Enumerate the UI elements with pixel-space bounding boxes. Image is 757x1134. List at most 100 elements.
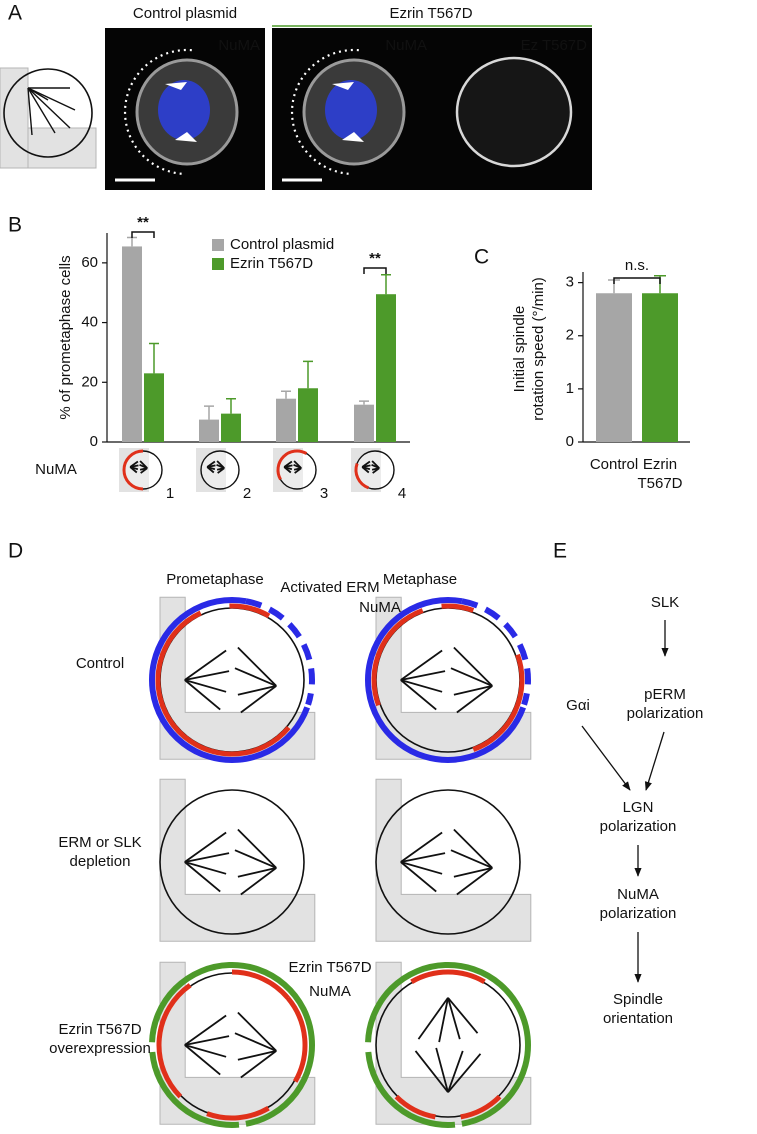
error-bar: [226, 397, 236, 414]
bar: [144, 373, 164, 442]
y-tick-label: 2: [566, 327, 574, 344]
x-tick-label: 3: [320, 485, 328, 502]
microtubule: [234, 1032, 277, 1052]
microtubule: [447, 1050, 464, 1093]
substrate-pattern: [375, 596, 532, 760]
microtubule: [450, 667, 493, 687]
microtubule: [237, 1050, 277, 1061]
microtubule: [400, 670, 446, 681]
microtubule: [453, 828, 493, 869]
cortex-arc: [461, 598, 531, 706]
legend-swatch: [212, 239, 224, 251]
microtubule: [400, 649, 443, 681]
microtubule: [184, 679, 221, 711]
y-tick-label: 3: [566, 274, 574, 291]
text-line: Spindle: [613, 991, 663, 1008]
microtubule: [184, 679, 227, 693]
text-line: Ezrin: [643, 456, 677, 473]
microtubule: [27, 87, 56, 134]
panel-letter: D: [8, 540, 23, 563]
microtubule: [447, 997, 479, 1034]
cell-outline: [375, 789, 521, 935]
text-line: ERM or SLK: [58, 834, 141, 851]
microtubule: [27, 87, 76, 111]
legend-label: Control plasmid: [230, 236, 334, 253]
y-tick-label: 1: [566, 380, 574, 397]
dna-signal: [158, 80, 210, 140]
cortex-label: NuMA: [359, 599, 401, 616]
bar: [221, 413, 241, 442]
significance-label: n.s.: [625, 257, 649, 274]
pathway-arrow: [644, 731, 665, 791]
cortex-arc: [460, 1094, 502, 1120]
cortex-arc: [371, 608, 424, 707]
cortex-arc: [410, 969, 486, 984]
cortex-arc: [149, 962, 315, 1127]
cortex-arc: [354, 462, 370, 490]
significance-label: **: [137, 214, 149, 231]
error-bar: [127, 236, 137, 247]
significance-bracket: [613, 277, 661, 284]
microtubule: [217, 467, 225, 474]
text-line: T567D: [637, 475, 682, 492]
substrate-pattern: [159, 961, 316, 1125]
header: Ezrin T567D: [389, 5, 472, 22]
microtubule: [400, 831, 443, 863]
cortex-arc: [231, 969, 290, 1000]
microtubule: [184, 670, 230, 681]
cortex-signal: [455, 56, 573, 168]
column-header: Metaphase: [383, 571, 457, 588]
cell-outline: [3, 68, 93, 158]
y-tick-label: 0: [90, 433, 98, 450]
text-line: Ezrin T567D: [58, 1021, 141, 1038]
text-line: polarization: [627, 705, 704, 722]
pathway-arrow: [581, 725, 631, 791]
legend-label: Ezrin T567D: [230, 255, 313, 272]
substrate-pattern: [375, 778, 532, 942]
y-tick-label: 40: [81, 314, 98, 331]
y-axis-label: Initial spindle rotation speed (°/min): [511, 277, 547, 421]
pathway-node: SLK: [651, 594, 679, 611]
microtubule: [456, 685, 493, 714]
text-line: NuMA: [617, 886, 659, 903]
microtubule: [129, 466, 138, 474]
microtubule: [400, 861, 443, 875]
text-line: Initial spindle: [511, 306, 528, 393]
microtubule: [184, 852, 230, 863]
x-tick-label: 2: [243, 485, 251, 502]
bar: [642, 293, 678, 442]
cortex-arc: [394, 1094, 436, 1120]
text-line: polarization: [600, 905, 677, 922]
microtubule: [237, 1011, 277, 1052]
microtubule: [453, 646, 493, 687]
cortex-label: Ezrin T567D: [288, 959, 371, 976]
cortex-arc: [365, 1051, 456, 1129]
panel-letter: B: [8, 214, 22, 237]
cortex-label: Activated ERM: [280, 579, 379, 596]
marker-label: NuMA: [35, 461, 77, 478]
microtubule: [27, 87, 71, 129]
bar: [596, 293, 632, 442]
y-tick-label: 20: [81, 373, 98, 390]
bar: [122, 246, 142, 442]
cortex-arc: [365, 597, 526, 763]
cortex-arc: [155, 610, 291, 757]
microtubule: [456, 867, 493, 896]
error-bar: [381, 274, 391, 295]
microtubule: [400, 679, 437, 711]
text-line: LGN: [623, 799, 654, 816]
microtubule: [206, 466, 215, 474]
bar: [298, 388, 318, 442]
microtubule: [237, 828, 277, 869]
cortex-arc: [123, 48, 193, 175]
cortex-arc: [122, 449, 144, 491]
substrate-pattern: [27, 127, 97, 169]
significance-bracket: [131, 231, 155, 238]
text-line: pERM: [644, 686, 686, 703]
microtubule: [184, 1035, 230, 1046]
pathway-node: NuMA polarization: [600, 886, 677, 922]
cortex-arc: [472, 653, 525, 752]
image-label: Ez T567D: [521, 37, 588, 54]
error-bar: [303, 360, 313, 389]
